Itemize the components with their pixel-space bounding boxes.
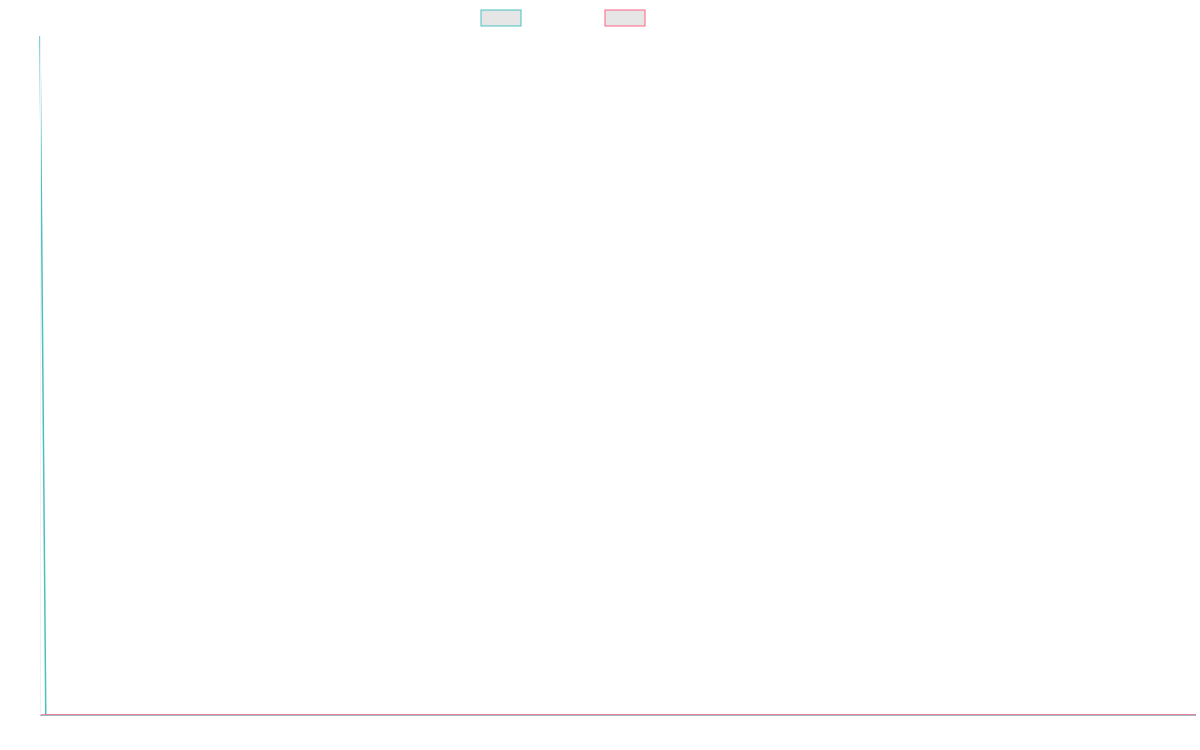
legend-swatch-1[interactable]	[604, 9, 646, 27]
legend-swatch-0[interactable]	[480, 9, 522, 27]
series-line-0	[39, 35, 1196, 716]
series-layer	[39, 35, 1197, 716]
legend	[480, 9, 646, 27]
axes	[40, 36, 1196, 716]
